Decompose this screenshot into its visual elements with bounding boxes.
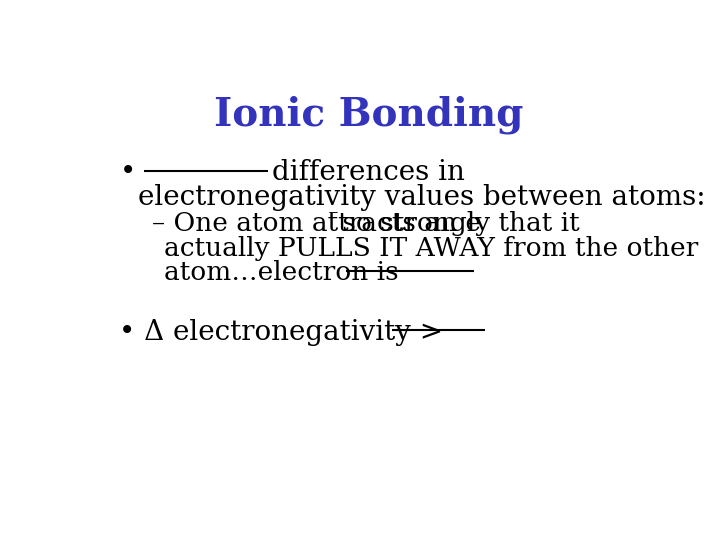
Text: actually PULLS IT AWAY from the other: actually PULLS IT AWAY from the other [163, 236, 698, 261]
Text: differences in: differences in [272, 159, 465, 186]
Text: atom…electron is: atom…electron is [163, 260, 407, 285]
Text: Ionic Bonding: Ionic Bonding [215, 96, 523, 134]
Text: •: • [120, 159, 135, 186]
Text: • Δ electronegativity >: • Δ electronegativity > [120, 319, 452, 346]
Text: so strongly that it: so strongly that it [334, 211, 580, 236]
Text: – One atom attracts an e: – One atom attracts an e [152, 211, 481, 236]
Text: electronegativity values between atoms:: electronegativity values between atoms: [138, 184, 706, 211]
Text: ⁻: ⁻ [327, 208, 338, 227]
